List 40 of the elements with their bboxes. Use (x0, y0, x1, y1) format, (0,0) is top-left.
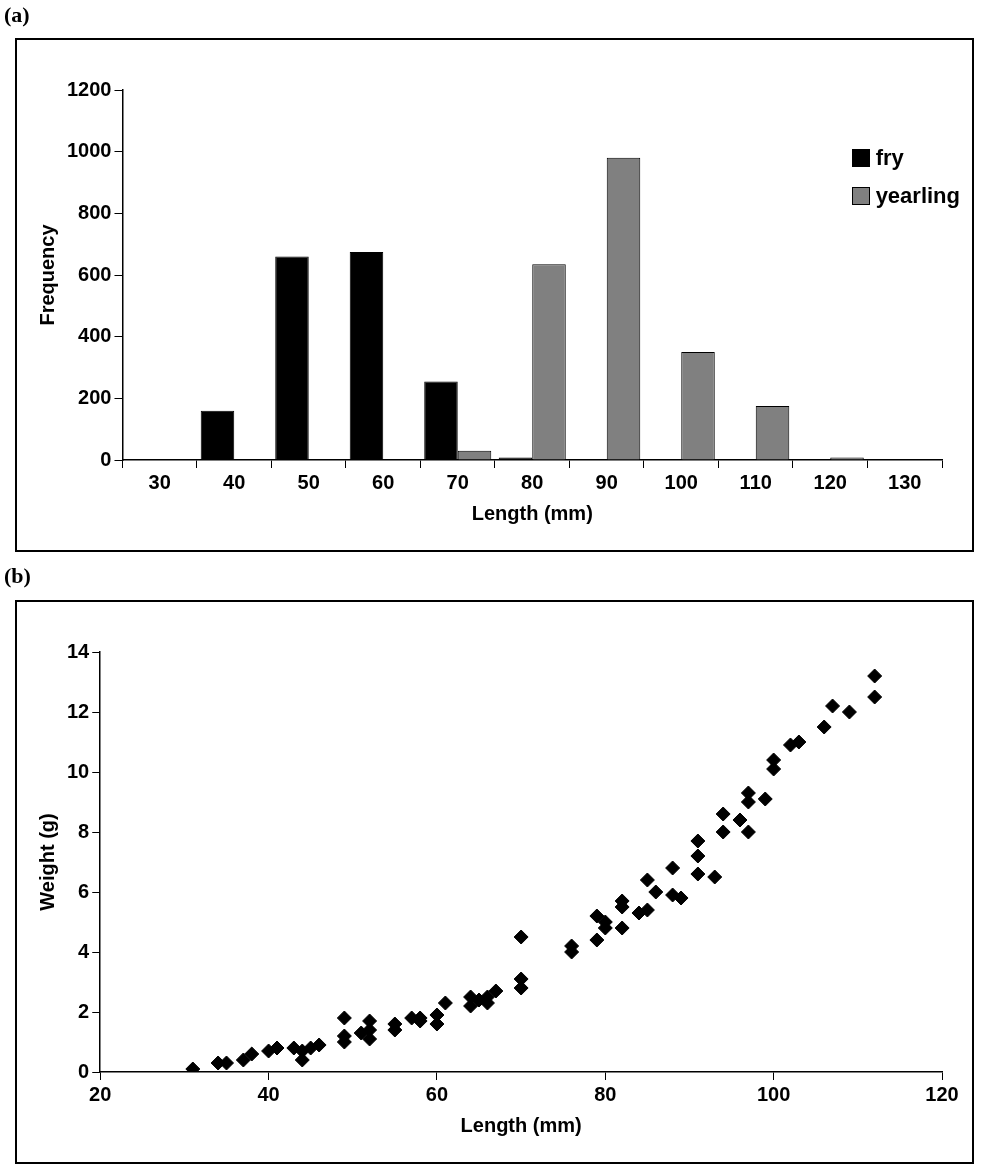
y-tick-label: 6 (78, 879, 90, 902)
y-tick-label: 200 (78, 385, 112, 408)
y-tick-label: 1200 (66, 77, 112, 100)
x-tick-label: 90 (595, 470, 618, 493)
x-tick-label: 80 (521, 470, 544, 493)
x-tick-label: 30 (148, 470, 171, 493)
x-tick-label: 120 (925, 1082, 959, 1105)
y-tick-label: 2 (78, 999, 90, 1022)
y-tick-label: 10 (67, 759, 90, 782)
legend-label: yearling (875, 183, 960, 209)
legend-label: fry (875, 145, 904, 171)
y-axis-title: Weight (g) (35, 813, 58, 911)
y-tick-label: 14 (67, 639, 91, 662)
x-tick-label: 60 (372, 470, 395, 493)
x-tick-label: 130 (888, 470, 922, 493)
y-tick-label: 0 (100, 447, 112, 470)
x-tick-label: 40 (257, 1082, 280, 1105)
x-tick-label: 20 (89, 1082, 112, 1105)
x-tick-label: 70 (446, 470, 469, 493)
chart-title: (b) (4, 563, 31, 589)
x-tick-label: 80 (594, 1082, 617, 1105)
y-tick-label: 800 (78, 200, 112, 223)
x-tick-label: 100 (756, 1082, 791, 1105)
x-tick-label: 120 (813, 470, 847, 493)
y-tick-label: 400 (78, 324, 112, 347)
y-tick-label: 4 (78, 939, 91, 962)
y-axis-title: Frequency (35, 223, 58, 326)
x-tick-label: 110 (739, 470, 772, 493)
y-tick-label: 600 (78, 262, 112, 285)
y-tick-label: 0 (78, 1059, 90, 1082)
y-tick-label: 8 (78, 819, 90, 842)
y-tick-label: 1000 (66, 139, 112, 162)
x-tick-label: 50 (297, 470, 320, 493)
y-tick-label: 12 (67, 699, 90, 722)
x-axis-title: Length (mm) (471, 501, 593, 524)
x-tick-label: 40 (223, 470, 246, 493)
chart-title: (a) (4, 2, 30, 28)
x-axis-title: Length (mm) (460, 1113, 582, 1136)
x-tick-label: 60 (425, 1082, 449, 1105)
x-tick-label: 100 (664, 470, 698, 493)
